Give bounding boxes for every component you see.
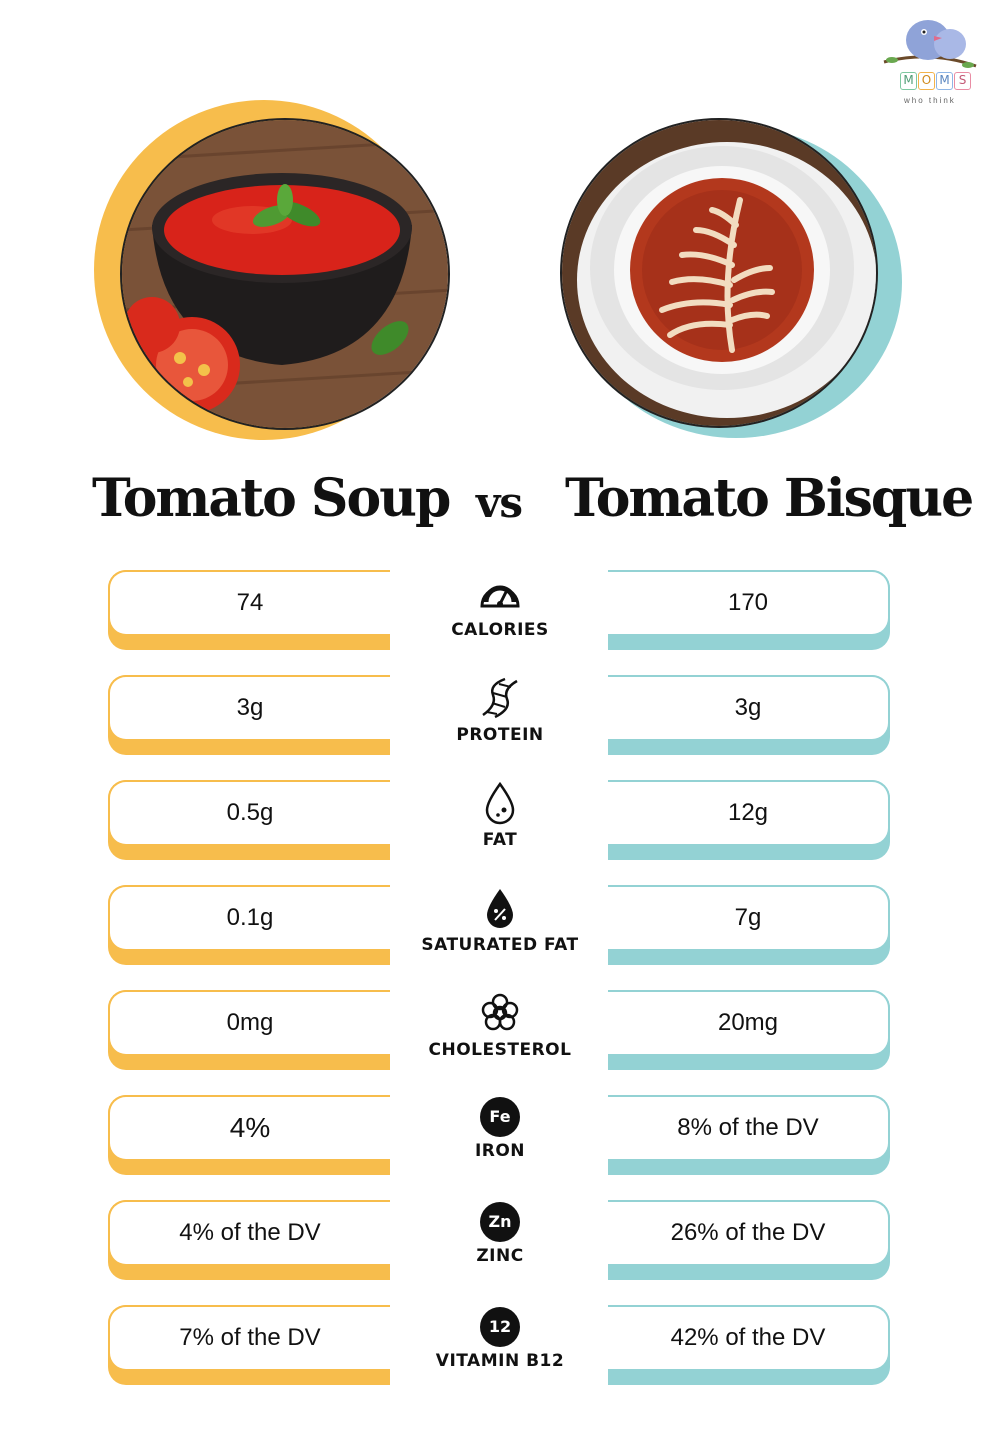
nutrient-label-group: 12 VITAMIN B12	[400, 1305, 600, 1395]
tomato-soup-photo	[120, 118, 450, 430]
left-value: 0.1g	[108, 885, 390, 951]
right-value-pill: 12g	[608, 780, 890, 860]
nutrient-label-group: FAT	[400, 780, 600, 870]
right-value-pill: 20mg	[608, 990, 890, 1070]
logo-letter: O	[918, 72, 935, 90]
comparison-row-protein: 3g PROTEIN 3g	[0, 675, 1000, 755]
left-value-pill: 0.1g	[108, 885, 390, 965]
dna-icon	[482, 677, 518, 719]
comparison-row-iron: 4% Fe IRON 8% of the DV	[0, 1095, 1000, 1175]
left-value: 0.5g	[108, 780, 390, 846]
left-value: 4%	[108, 1095, 390, 1161]
left-value: 7% of the DV	[108, 1305, 390, 1371]
right-value: 12g	[608, 780, 890, 846]
right-value: 8% of the DV	[608, 1095, 890, 1161]
left-value-pill: 4%	[108, 1095, 390, 1175]
moms-who-think-logo: M O M S who think	[880, 10, 980, 110]
nutrient-label-group: Zn ZINC	[400, 1200, 600, 1290]
right-value-pill: 42% of the DV	[608, 1305, 890, 1385]
comparison-row-saturated-fat: 0.1g SATURATED FAT 7g	[0, 885, 1000, 965]
left-value: 3g	[108, 675, 390, 741]
iron-badge-icon: Fe	[480, 1097, 520, 1137]
right-value-pill: 7g	[608, 885, 890, 965]
right-title: Tomato Bisque	[565, 468, 974, 529]
comparison-row-cholesterol: 0mg CHOLESTEROL 20mg	[0, 990, 1000, 1070]
nutrient-label-group: PROTEIN	[400, 675, 600, 765]
comparison-row-fat: 0.5g FAT 12g	[0, 780, 1000, 860]
left-value-pill: 7% of the DV	[108, 1305, 390, 1385]
comparison-row-zinc: 4% of the DV Zn ZINC 26% of the DV	[0, 1200, 1000, 1280]
logo-letter: M	[936, 72, 953, 90]
nutrient-label: PROTEIN	[456, 725, 544, 745]
nutrient-label: CHOLESTEROL	[428, 1040, 572, 1060]
comparison-row-vitamin-b12: 7% of the DV 12 VITAMIN B12 42% of the D…	[0, 1305, 1000, 1385]
nutrient-label-group: Fe IRON	[400, 1095, 600, 1185]
bird-icon	[883, 20, 977, 68]
nutrient-label-group: CHOLESTEROL	[400, 990, 600, 1080]
left-value-pill: 0mg	[108, 990, 390, 1070]
right-value-pill: 170	[608, 570, 890, 650]
left-value-pill: 4% of the DV	[108, 1200, 390, 1280]
droplet-icon	[485, 781, 515, 825]
nutrient-label: FAT	[482, 830, 518, 850]
right-value: 26% of the DV	[608, 1200, 890, 1266]
left-value: 74	[108, 570, 390, 636]
nutrient-label-group: SATURATED FAT	[400, 885, 600, 975]
right-value: 20mg	[608, 990, 890, 1056]
left-value: 4% of the DV	[108, 1200, 390, 1266]
right-value: 42% of the DV	[608, 1305, 890, 1371]
logo-letter: M	[900, 72, 917, 90]
right-value: 170	[608, 570, 890, 636]
right-value-pill: 26% of the DV	[608, 1200, 890, 1280]
left-value-pill: 0.5g	[108, 780, 390, 860]
vs-label: vs	[476, 478, 523, 527]
right-value: 3g	[608, 675, 890, 741]
cholesterol-icon	[481, 993, 519, 1031]
right-value: 7g	[608, 885, 890, 951]
nutrient-label: VITAMIN B12	[435, 1351, 565, 1371]
comparison-row-calories: 74 CALORIES 170	[0, 570, 1000, 650]
right-value-pill: 8% of the DV	[608, 1095, 890, 1175]
percent-droplet-icon	[487, 889, 513, 928]
tomato-bisque-photo	[560, 118, 878, 428]
left-value-pill: 3g	[108, 675, 390, 755]
logo-tagline: who think	[904, 96, 956, 105]
gauge-icon	[480, 585, 520, 608]
logo-letter: S	[954, 72, 971, 90]
nutrient-label: CALORIES	[451, 620, 549, 640]
left-value: 0mg	[108, 990, 390, 1056]
nutrient-label: IRON	[474, 1141, 526, 1161]
nutrient-label: SATURATED FAT	[421, 935, 579, 955]
nutrient-label-group: CALORIES	[400, 570, 600, 660]
left-value-pill: 74	[108, 570, 390, 650]
zinc-badge-icon: Zn	[480, 1202, 520, 1242]
nutrient-label: ZINC	[476, 1246, 524, 1266]
b12-badge-icon: 12	[480, 1307, 520, 1347]
right-value-pill: 3g	[608, 675, 890, 755]
left-title: Tomato Soup	[92, 468, 451, 529]
